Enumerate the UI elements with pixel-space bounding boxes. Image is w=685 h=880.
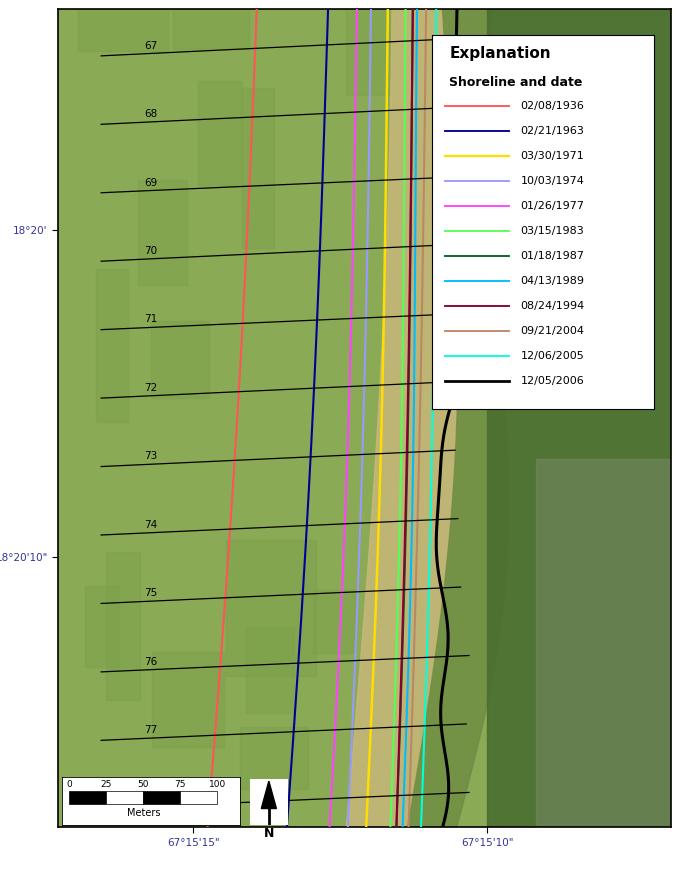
Text: 100: 100: [209, 780, 226, 788]
Text: 74: 74: [144, 520, 158, 530]
Text: 01/18/1987: 01/18/1987: [521, 251, 584, 260]
Text: 75: 75: [175, 780, 186, 788]
Bar: [242, 88, 275, 247]
Bar: [86, 586, 119, 667]
Bar: [151, 321, 209, 398]
Text: 12/06/2005: 12/06/2005: [521, 350, 584, 361]
Text: 01/26/1977: 01/26/1977: [521, 201, 584, 211]
Bar: [151, 652, 224, 747]
Polygon shape: [261, 781, 276, 809]
Text: 02/08/1936: 02/08/1936: [521, 101, 584, 111]
Bar: [138, 180, 187, 285]
Text: 72: 72: [144, 383, 158, 392]
Polygon shape: [487, 9, 671, 827]
Bar: [246, 627, 295, 713]
Text: 78: 78: [144, 794, 158, 803]
Polygon shape: [408, 9, 509, 827]
Polygon shape: [536, 458, 671, 827]
Bar: [240, 728, 308, 789]
Text: 75: 75: [144, 588, 158, 598]
Text: 08/24/1994: 08/24/1994: [521, 301, 585, 311]
Text: 77: 77: [144, 725, 158, 735]
Text: Shoreline and date: Shoreline and date: [449, 77, 583, 90]
Text: 03/30/1971: 03/30/1971: [521, 151, 584, 161]
Bar: [180, 790, 217, 804]
Bar: [226, 539, 316, 676]
Text: Explanation: Explanation: [449, 47, 551, 62]
Bar: [106, 790, 143, 804]
Text: 67: 67: [144, 40, 158, 51]
Bar: [198, 81, 241, 185]
Text: 25: 25: [101, 780, 112, 788]
Text: 70: 70: [144, 246, 157, 256]
Text: Meters: Meters: [127, 808, 160, 818]
Text: 73: 73: [144, 451, 158, 461]
Bar: [346, 0, 414, 95]
Text: N: N: [264, 827, 274, 840]
Text: 71: 71: [144, 314, 158, 325]
Polygon shape: [347, 9, 458, 827]
Text: 12/05/2006: 12/05/2006: [521, 376, 584, 385]
Text: 69: 69: [144, 178, 158, 187]
Text: 02/21/1963: 02/21/1963: [521, 126, 584, 136]
Text: 68: 68: [144, 109, 158, 119]
Text: 09/21/2004: 09/21/2004: [521, 326, 584, 335]
Bar: [143, 790, 180, 804]
Text: 04/13/1989: 04/13/1989: [521, 275, 584, 286]
Bar: [173, 0, 249, 49]
Bar: [78, 0, 168, 51]
Bar: [69, 790, 106, 804]
Bar: [106, 553, 140, 700]
Text: 76: 76: [144, 656, 158, 667]
Text: 10/03/1974: 10/03/1974: [521, 176, 584, 186]
Text: 03/15/1983: 03/15/1983: [521, 226, 584, 236]
Bar: [314, 590, 356, 654]
Text: 50: 50: [138, 780, 149, 788]
Text: 0: 0: [66, 780, 72, 788]
Bar: [96, 269, 128, 422]
